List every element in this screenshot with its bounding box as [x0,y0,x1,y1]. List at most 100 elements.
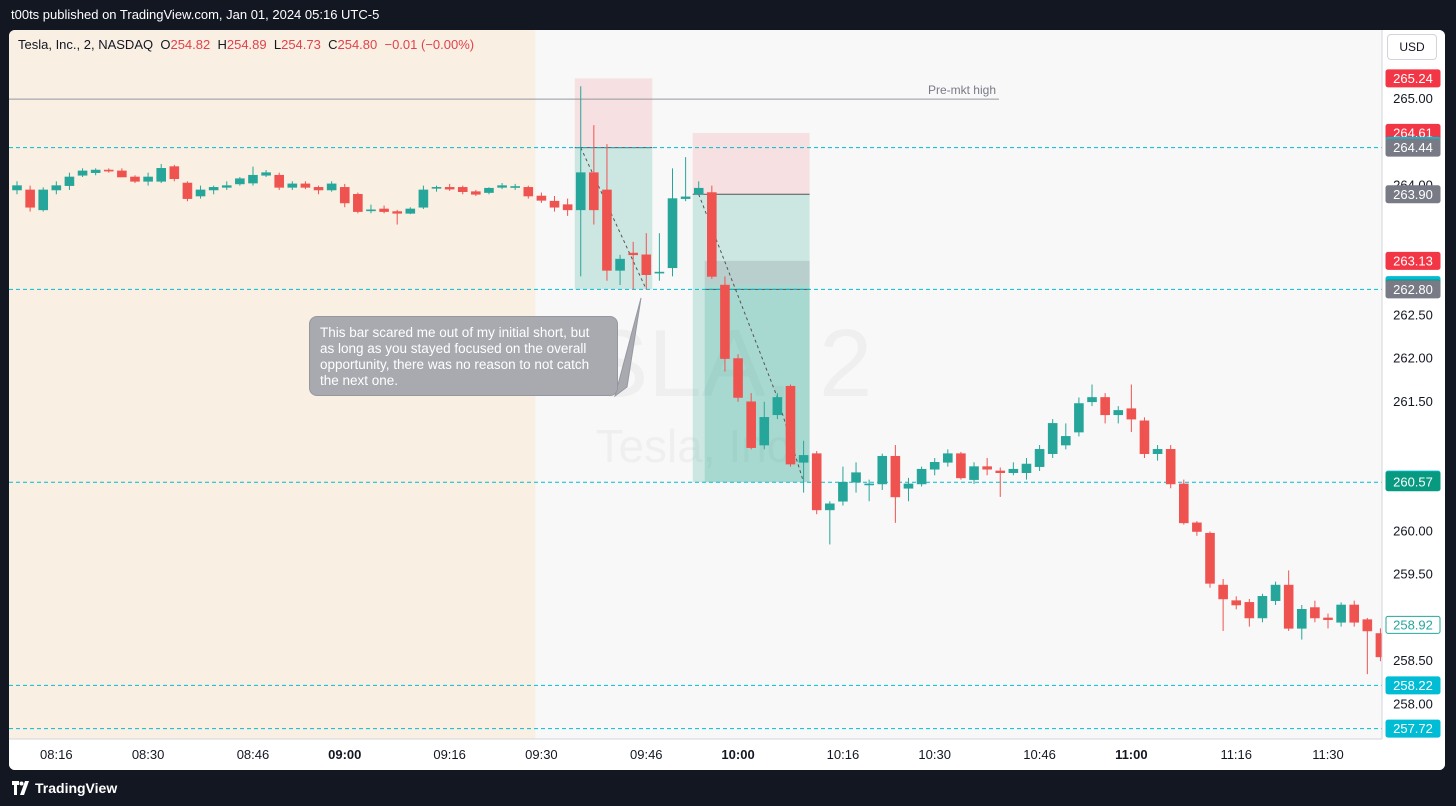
tradingview-logo-icon [12,781,29,795]
time-axis-background [9,739,1382,770]
candle-body [929,462,940,470]
candle-body [1061,436,1071,446]
price-tick-label: 258.50 [1393,653,1433,668]
candle-body [235,178,245,185]
candle-body [667,198,678,269]
price-tick-label: 262.00 [1393,351,1433,366]
position-grey-zone [704,260,810,286]
candle-body [313,187,324,191]
candle-body [12,185,22,191]
candle-body [1113,410,1124,416]
currency-button[interactable]: USD [1387,34,1437,60]
candle-body [64,176,75,186]
price-tick-label: 262.50 [1393,307,1433,322]
candle-body [549,200,560,208]
symbol-legend: Tesla, Inc., 2, NASDAQ O254.82 H254.89 L… [18,37,474,52]
time-tick-label: 11:00 [1115,747,1148,762]
candle-body [484,187,494,193]
candle-body [1296,609,1307,629]
price-label-tag [1385,138,1441,157]
candle-body [916,468,927,485]
price-label-tag [1385,615,1441,634]
candle-body [326,183,337,191]
legend-low-label: L [273,37,282,52]
price-label-tag [1385,280,1441,299]
legend-high: 254.89 [226,37,267,52]
candle-body [589,172,599,211]
candle-body [248,174,258,184]
candle-body [90,169,101,173]
candle-body [1178,483,1189,524]
time-tick-label: 08:30 [132,747,165,762]
price-label-value: 258.92 [1393,617,1433,632]
price-label-value: 263.90 [1393,187,1433,202]
candle-body [182,182,193,199]
candle-body [1100,397,1110,416]
candle-body [1270,584,1281,601]
candle-body [471,191,481,195]
time-tick-label: 09:30 [525,747,558,762]
candle-body [169,166,180,180]
candle-body [1152,449,1163,454]
price-tick-label: 259.50 [1393,567,1433,582]
price-label-value: 258.22 [1393,678,1433,693]
price-label-value: 264.44 [1393,140,1433,155]
trade-path-line [580,147,647,290]
candle-body [366,209,376,212]
legend-high-label: H [217,37,227,52]
time-tick-label: 09:16 [433,747,466,762]
candle-body [1362,619,1373,632]
price-tick-label: 258.00 [1393,696,1433,711]
price-label-tag [1385,185,1441,204]
legend-symbol: Tesla, Inc., 2, NASDAQ [18,37,154,52]
candle-body [1034,449,1045,467]
annotation-callout[interactable]: This bar scared me out of my initial sho… [309,316,618,396]
candle-body [1323,617,1333,620]
premarket-high-label: Pre-mkt high [928,83,996,97]
candle-body [602,189,612,271]
legend-open: 254.82 [170,37,211,52]
candle-body [1192,522,1202,532]
candle-body [1257,596,1268,619]
candle-body [1310,607,1320,619]
candle-body [733,358,743,398]
candle-body [221,185,232,188]
candle-body [143,176,153,182]
candle-body [523,187,534,197]
candle-body [117,170,127,178]
legend-change: −0.01 (−0.00%) [384,37,475,52]
candle-body [77,170,88,176]
candle-body [130,176,140,182]
candle-body [261,172,271,176]
position-stop-zone [692,132,810,195]
candle-body [25,189,35,208]
candle-body [746,401,756,448]
candle-body [1074,403,1084,433]
candle-body [1244,602,1255,619]
footer-brand: TradingView [35,780,118,796]
candle-body [680,196,691,199]
candle-body [825,503,835,511]
candle-body [38,189,49,211]
candle-body [772,397,783,416]
time-tick-label: 11:16 [1220,747,1252,762]
candle-body [890,455,901,498]
candle-body [615,258,625,271]
price-label-value: 264.61 [1393,125,1433,140]
price-label-value: 263.13 [1393,253,1433,268]
candle-body [628,252,638,256]
candle-body [510,186,520,188]
candle-body [536,195,547,201]
candle-body [1231,600,1242,606]
candle-body [838,481,848,502]
candle-body [1205,532,1215,584]
time-tick-label: 08:16 [40,747,73,762]
candle-body [51,185,62,191]
candle-body [693,187,704,195]
time-tick-label: 11:30 [1312,747,1344,762]
annotation-pointer [614,297,642,398]
candle-body [339,187,350,204]
candle-body [562,204,573,211]
